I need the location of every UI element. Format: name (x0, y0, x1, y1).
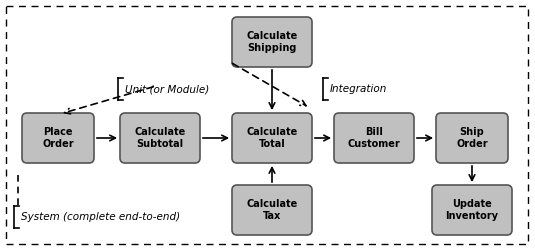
Text: Update
Inventory: Update Inventory (446, 199, 499, 221)
FancyBboxPatch shape (232, 17, 312, 67)
Text: Calculate
Tax: Calculate Tax (247, 199, 297, 221)
FancyBboxPatch shape (232, 113, 312, 163)
FancyBboxPatch shape (432, 185, 512, 235)
Text: Place
Order: Place Order (42, 127, 74, 149)
Text: Calculate
Shipping: Calculate Shipping (247, 31, 297, 53)
Text: Bill
Customer: Bill Customer (348, 127, 400, 149)
Text: Integration: Integration (330, 84, 387, 94)
Text: Unit (or Module): Unit (or Module) (125, 84, 209, 94)
Text: Calculate
Subtotal: Calculate Subtotal (134, 127, 186, 149)
Text: Calculate
Total: Calculate Total (247, 127, 297, 149)
Text: System (complete end-to-end): System (complete end-to-end) (21, 212, 180, 222)
FancyBboxPatch shape (22, 113, 94, 163)
FancyBboxPatch shape (232, 185, 312, 235)
Text: Ship
Order: Ship Order (456, 127, 488, 149)
FancyBboxPatch shape (334, 113, 414, 163)
FancyBboxPatch shape (120, 113, 200, 163)
FancyBboxPatch shape (436, 113, 508, 163)
